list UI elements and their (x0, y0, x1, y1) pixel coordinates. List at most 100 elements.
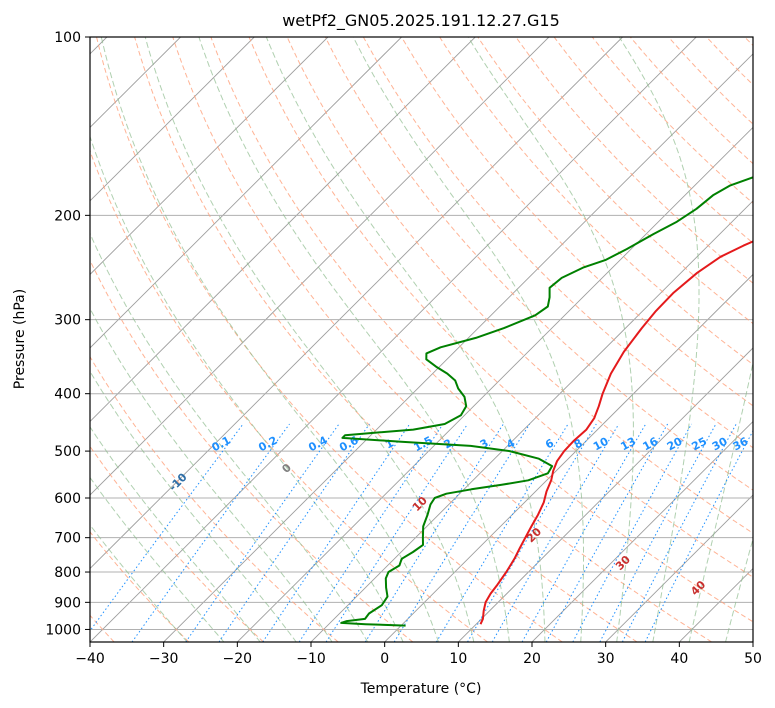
x-tick-label: −30 (149, 651, 179, 667)
y-axis-label: Pressure (hPa) (12, 289, 28, 389)
dry-adiabat-label: -30 (0, 380, 9, 403)
mixing-ratio-line (599, 423, 717, 642)
moist-adiabat-line (90, 524, 188, 642)
dry-adiabat-line (324, 37, 753, 491)
axes: −40 −30 −20 −10 0 10 20 30 40 5010020030040050060… (45, 30, 762, 667)
mixing-ratio-line (131, 423, 290, 642)
mixing-ratio-label: 6 (543, 436, 556, 451)
mixing-ratio-label: 36 (731, 435, 751, 454)
isotherm-line (90, 37, 623, 570)
dry-adiabat-line (515, 37, 753, 284)
dry-adiabat-line (90, 149, 488, 642)
isotherm-line (605, 494, 753, 642)
isotherm-line (90, 37, 402, 349)
isotherm-line (310, 200, 753, 642)
moist-adiabat-line (265, 37, 546, 642)
dry-adiabat-line (90, 531, 190, 642)
moist-adiabat-line (144, 37, 475, 642)
dry-adiabat-line (591, 37, 753, 204)
y-tick-label: 1000 (45, 622, 81, 638)
moist-adiabat-line (90, 307, 333, 642)
y-tick-label: 200 (54, 208, 81, 224)
dry-adiabat-line (90, 445, 264, 642)
dry-adiabat-line (90, 259, 414, 642)
dry-adiabat-line (172, 37, 712, 642)
mixing-ratio-line (262, 423, 411, 642)
isotherm-line (531, 420, 753, 642)
mixing-ratio-line (621, 423, 737, 642)
mixing-ratio-line (435, 423, 569, 642)
dry-adiabat-line (553, 37, 753, 244)
moist-adiabat-line (198, 37, 510, 642)
mixing-ratio-label: 10 (591, 435, 611, 454)
mixing-ratio-label: 25 (689, 435, 709, 454)
dry-adiabat-line (439, 37, 753, 366)
mixing-ratio-line (218, 423, 370, 642)
x-tick-label: 50 (744, 651, 762, 667)
moist-adiabat-line (90, 232, 369, 642)
dry-adiabat-line (210, 37, 753, 623)
dry-adiabat-line (629, 37, 753, 165)
moist-adiabat-label: 10 (410, 494, 430, 514)
dry-adiabat-line (134, 37, 638, 642)
dry-adiabat-line (96, 37, 563, 642)
isotherm-line (90, 37, 550, 496)
x-tick-label: −10 (296, 651, 326, 667)
mixing-ratio-label: 4 (504, 436, 517, 451)
dry-adiabat-label: -20 (69, 422, 92, 445)
dry-adiabat-line (362, 37, 753, 449)
moist-adiabat-label: 0 (279, 461, 294, 476)
isotherm-line (90, 37, 697, 642)
mixing-ratio-line (545, 423, 669, 642)
temperature-profile (479, 240, 753, 625)
plot-area: 0.10.20.40.611.52346810131620253036-100-… (0, 37, 753, 642)
mixing-ratio-line (393, 423, 531, 642)
moist-adiabat-line (90, 370, 297, 642)
dry-adiabat-label: -10 (166, 470, 189, 493)
x-tick-label: 30 (597, 651, 615, 667)
mixing-ratio-label: 20 (665, 435, 685, 454)
x-axis-label: Temperature (°C) (360, 681, 482, 697)
mixing-ratio-line (364, 423, 504, 642)
x-tick-label: 40 (670, 651, 688, 667)
mixing-ratio-label: 16 (641, 435, 661, 454)
mixing-ratio-line (467, 423, 597, 642)
y-tick-label: 800 (54, 565, 81, 581)
x-tick-label: −20 (223, 651, 253, 667)
dry-adiabat-line (668, 37, 753, 125)
mixing-ratio-line (521, 423, 647, 642)
dewpoint-profile (340, 176, 753, 627)
moist-adiabat-line (90, 476, 225, 642)
isotherm-line (90, 37, 329, 276)
dry-adiabat-line (248, 37, 753, 578)
mixing-ratio-label: 1 (383, 436, 396, 451)
moist-adiabat-line (725, 537, 753, 642)
mixing-ratio-line (185, 423, 340, 642)
moist-adiabat-line (90, 425, 261, 642)
mixing-ratio-line (644, 429, 753, 642)
dry-adiabat-line (706, 37, 753, 86)
plot-frame (89, 36, 754, 643)
isotherm-line (90, 37, 255, 202)
isotherm-line (458, 347, 753, 642)
y-tick-label: 100 (54, 30, 81, 46)
dry-adiabat-line (477, 37, 753, 325)
moist-adiabat-line (90, 135, 404, 642)
moist-adiabat-line (618, 37, 700, 642)
moist-adiabat-line (100, 37, 439, 642)
isotherm-line (679, 567, 753, 642)
x-tick-label: −40 (75, 651, 105, 667)
isotherm-line (237, 126, 753, 642)
mixing-ratio-line (572, 423, 693, 642)
moist-adiabat-line (467, 37, 634, 642)
moist-adiabat-label: 40 (688, 578, 708, 598)
y-tick-label: 900 (54, 595, 81, 611)
moist-adiabat-line (352, 37, 584, 642)
x-tick-label: 10 (449, 651, 467, 667)
mixing-ratio-label: 13 (618, 435, 638, 454)
isotherm-line (90, 37, 476, 423)
chart-title: wetPf2_GN05.2025.191.12.27.G15 (282, 11, 560, 31)
moist-adiabat-label: 30 (613, 553, 633, 573)
dry-adiabat-line (401, 37, 753, 407)
